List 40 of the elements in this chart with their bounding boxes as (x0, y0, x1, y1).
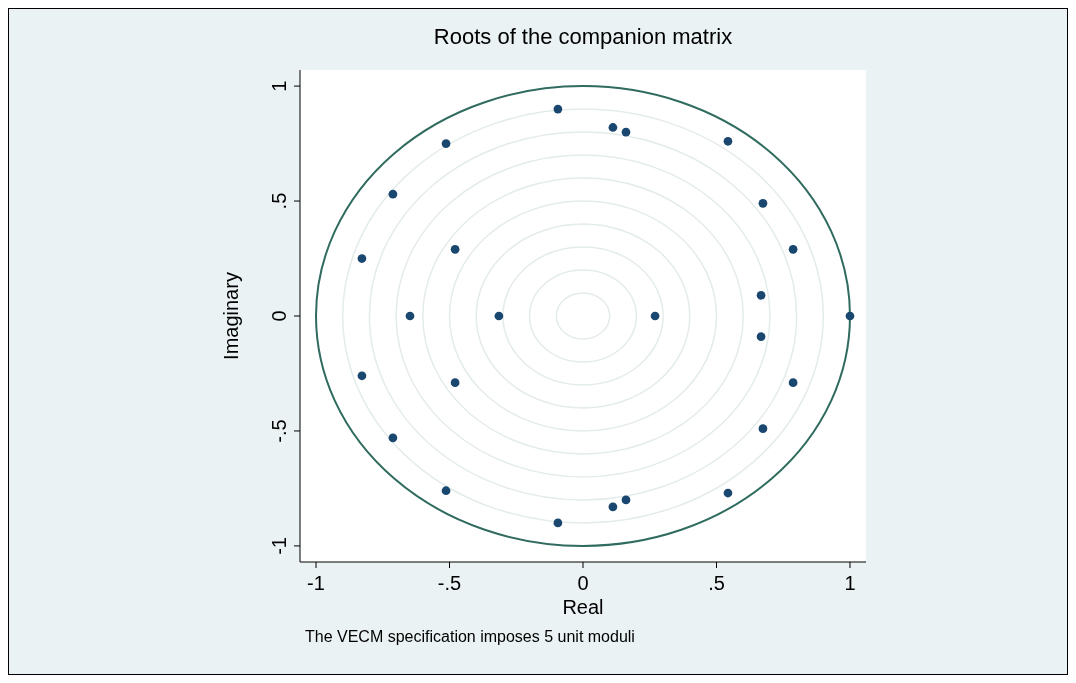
point (608, 123, 618, 132)
point (723, 488, 733, 498)
point (621, 495, 631, 505)
point (450, 244, 460, 254)
y-tick-label: 0 (268, 310, 290, 322)
point (845, 311, 855, 321)
point (357, 371, 367, 381)
y-tick-label: 1 (268, 80, 290, 92)
point (494, 311, 504, 321)
point (553, 518, 563, 528)
x-tick-label: 0 (577, 572, 589, 594)
y-tick-label: -1 (268, 537, 290, 555)
point (388, 189, 398, 199)
point (621, 127, 631, 137)
x-tick-label: -.5 (437, 572, 462, 594)
text: The VECM specification imposes 5 unit moduli (305, 628, 635, 645)
point (388, 433, 398, 443)
point (450, 378, 460, 388)
point (788, 378, 798, 388)
y-tick-label: .5 (268, 192, 290, 210)
point (608, 502, 618, 512)
point (441, 486, 451, 496)
point (650, 311, 660, 321)
x-tick-label: .5 (708, 572, 725, 594)
x-tick-label: 1 (844, 572, 856, 594)
point (553, 104, 563, 114)
y-tick-label: -.5 (268, 419, 290, 443)
point (756, 332, 766, 342)
point (788, 244, 798, 254)
point (756, 290, 766, 300)
point (758, 424, 768, 434)
point (758, 198, 768, 208)
point (405, 311, 415, 321)
chart-title: Roots of the companion matrix (433, 24, 733, 49)
point (723, 136, 733, 146)
x-axis-title: Real (562, 596, 604, 618)
point (357, 254, 367, 263)
y-axis-title: Imaginary (220, 272, 242, 360)
x-tick-label: -1 (307, 572, 325, 594)
point (441, 139, 451, 148)
